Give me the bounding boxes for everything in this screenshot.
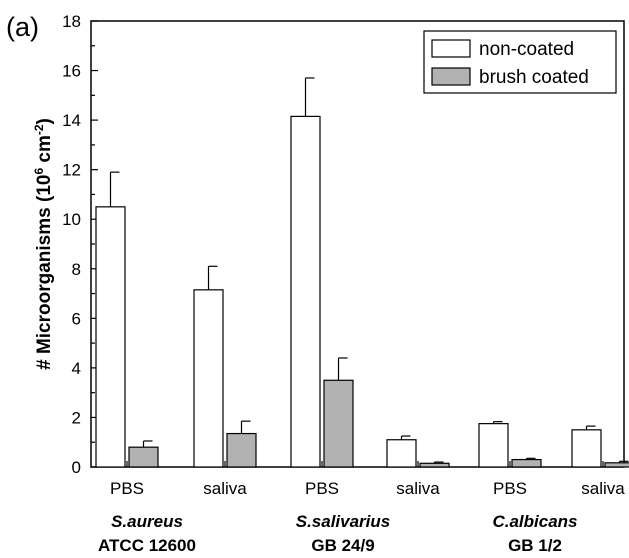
legend-swatch-non-coated <box>431 39 471 58</box>
bar-non-coated <box>571 429 602 468</box>
group-2-species: S.salivarius <box>295 512 391 531</box>
bar-non-coated <box>95 206 126 468</box>
bar-brush-coated <box>226 432 257 468</box>
y-axis-label: # Microorganisms (106 cm-2) <box>32 118 55 370</box>
y-tick-label: 0 <box>72 458 81 477</box>
y-tick-label: 2 <box>72 408 81 427</box>
group-label-3: C.albicans GB 1/2 <box>480 510 590 558</box>
y-tick-label: 8 <box>72 260 81 279</box>
bar-non-coated <box>386 439 417 468</box>
x-tick-label: saliva <box>396 479 440 498</box>
group-label-2: S.salivarius GB 24/9 <box>283 510 403 558</box>
y-tick-label: 12 <box>62 161 81 180</box>
y-tick-label: 6 <box>72 309 81 328</box>
group-1-species: S.aureus <box>111 512 183 531</box>
bar-brush-coated <box>604 462 629 468</box>
y-tick-label: 14 <box>62 111 81 130</box>
x-tick-label: PBS <box>110 479 144 498</box>
bar-brush-coated <box>323 379 354 468</box>
x-tick-label: saliva <box>203 479 247 498</box>
bar-brush-coated <box>128 446 159 468</box>
group-3-strain: GB 1/2 <box>508 536 562 555</box>
bar-non-coated <box>290 115 321 468</box>
legend-swatch-brush-coated <box>431 67 471 86</box>
bar-brush-coated <box>419 462 450 468</box>
panel-label: (a) <box>6 12 39 42</box>
group-1-strain: ATCC 12600 <box>98 536 196 555</box>
group-2-strain: GB 24/9 <box>311 536 375 555</box>
bar-non-coated <box>193 289 224 468</box>
legend-label-non-coated: non-coated <box>479 39 574 60</box>
y-tick-label: 10 <box>62 210 81 229</box>
x-tick-label: PBS <box>305 479 339 498</box>
x-tick-label: PBS <box>493 479 527 498</box>
y-tick-label: 18 <box>62 12 81 31</box>
bar-non-coated <box>478 423 509 468</box>
group-3-species: C.albicans <box>492 512 578 531</box>
x-tick-label: saliva <box>581 479 625 498</box>
group-label-1: S.aureus ATCC 12600 <box>92 510 202 558</box>
y-tick-label: 4 <box>72 359 81 378</box>
y-tick-label: 16 <box>62 62 81 81</box>
bar-brush-coated <box>511 458 542 468</box>
legend-label-brush-coated: brush coated <box>479 67 589 88</box>
